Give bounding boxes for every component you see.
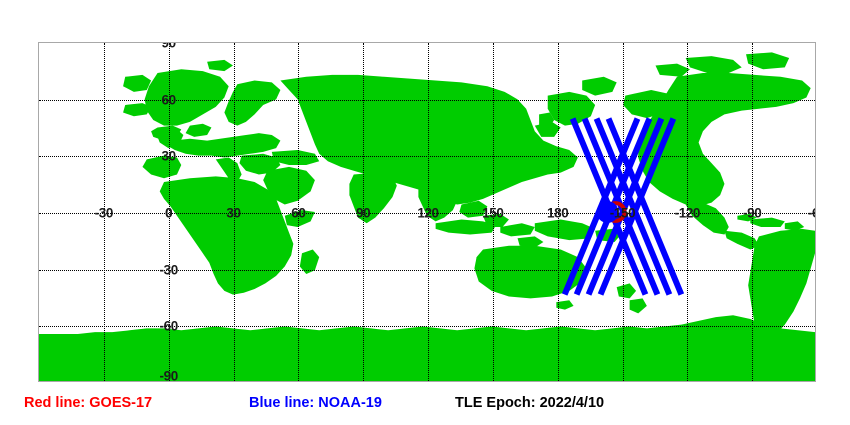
gridline-lon-0 [168,43,170,381]
gridline-lon-150 [492,43,494,381]
map-legend: Red line: GOES-17 Blue line: NOAA-19 TLE… [0,392,850,425]
lon-label--30: -30 [94,205,114,221]
gridline-lon--30 [103,43,105,381]
gridline-lat-0 [39,213,815,214]
lat-label-30: 30 [161,148,177,164]
lon-label--150: -150 [609,205,636,221]
world-map-frame: -30 0 30 60 90 120 150 180 -150 -120 -90… [38,42,816,382]
lon-label-150: 150 [482,205,504,221]
world-map-landmasses [39,52,815,381]
lon-label--120: -120 [674,205,701,221]
gridline-lon--120 [687,43,689,381]
lon-label-120: 120 [417,205,439,221]
gridline-lon-180 [557,43,559,381]
lon-label-0: 0 [165,205,173,221]
lon-label-60: 60 [291,205,306,221]
legend-noaa19: Blue line: NOAA-19 [249,395,382,411]
gridline-lon-90 [363,43,365,381]
legend-goes17: Red line: GOES-17 [24,395,153,411]
lon-label-180: 180 [546,205,569,221]
lat-label-60: 60 [161,92,177,108]
gridline-lat-30 [39,156,815,158]
lat-label-0: 0 [165,205,173,221]
lon-label-90: 90 [356,205,371,221]
gridline-lon-120 [428,43,429,381]
gridline-lon-60 [298,43,300,381]
gridline-lat--30 [39,269,815,271]
lon-label--90: -90 [743,205,762,221]
gridline-lat--60 [39,326,815,328]
satellite-overlay [561,117,685,296]
lat-label-90: 90 [161,42,177,51]
gridline-lon-30 [233,43,235,381]
lat-label--90: -90 [159,368,179,382]
lat-label--30: -30 [159,262,179,278]
legend-tle-epoch: TLE Epoch: 2022/4/10 [455,395,605,411]
lat-label--60: -60 [159,318,179,334]
gridline-lon--90 [752,43,754,381]
gridline-lat-60 [39,99,815,101]
lon-label-30: 30 [226,205,241,221]
lon-label--60: -60 [807,205,815,221]
noaa19-marker [596,201,619,223]
